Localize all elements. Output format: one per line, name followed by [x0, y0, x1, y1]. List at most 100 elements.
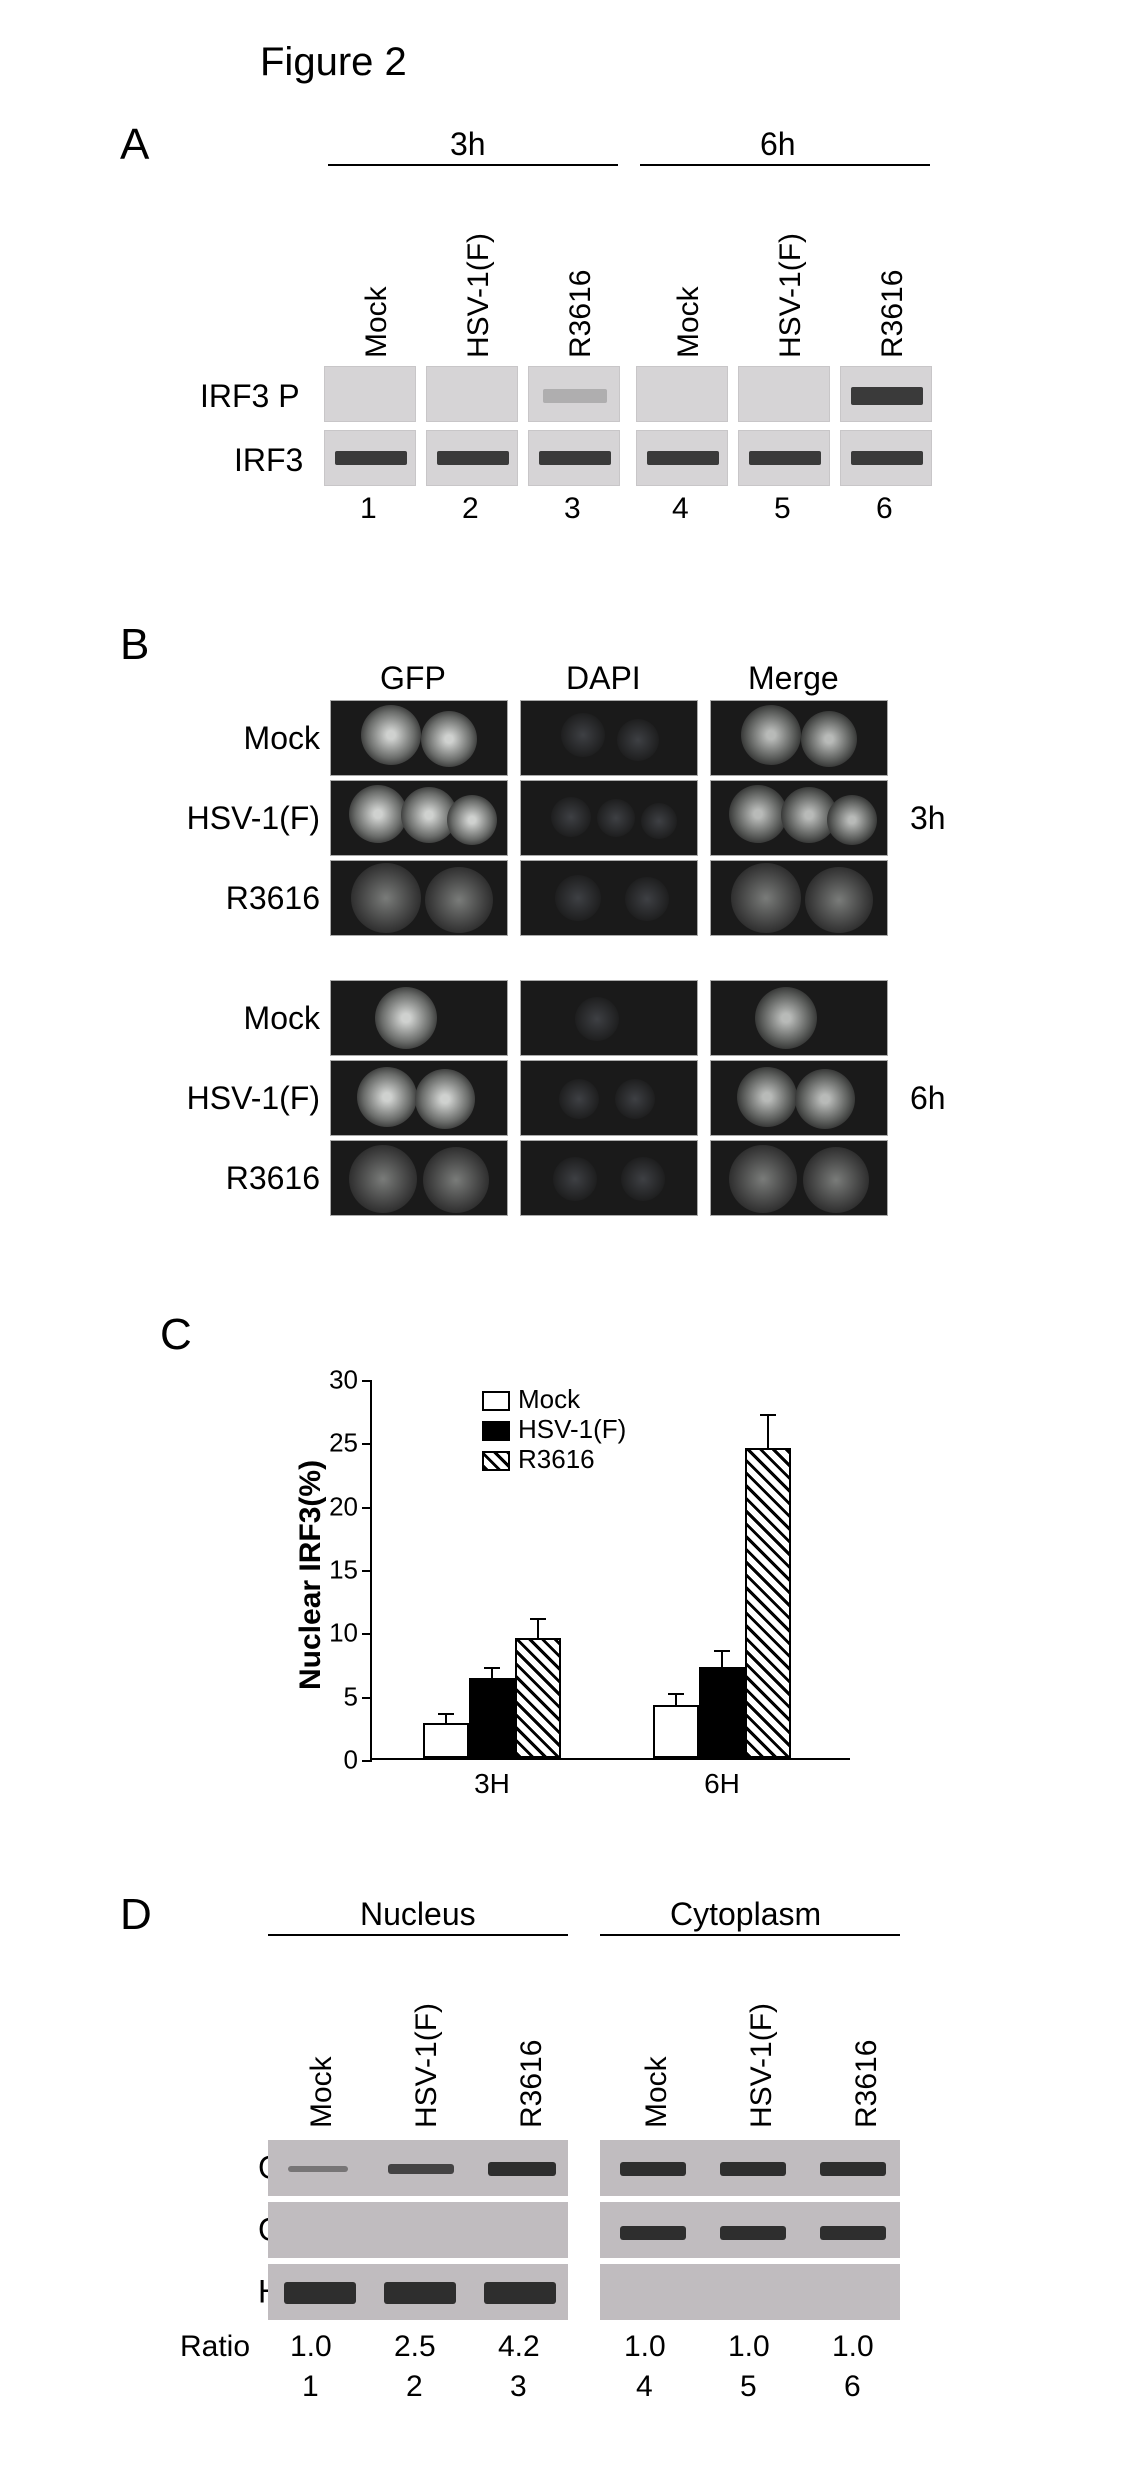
ratio-val: 1.0	[832, 2330, 874, 2364]
legend-text: Mock	[518, 1384, 580, 1414]
ratio-val: 4.2	[498, 2330, 540, 2364]
lane-label: Mock	[640, 2056, 674, 2128]
ratio-val: 2.5	[394, 2330, 436, 2364]
lane-label: Mock	[305, 2056, 339, 2128]
panel-letter-a: A	[120, 120, 149, 170]
error-bar	[537, 1620, 539, 1638]
panel-a: 3h 6h Mock HSV-1(F) R3616 Mock HSV-1(F) …	[200, 130, 940, 368]
row-label: R3616	[226, 1160, 330, 1197]
lane-label: HSV-1(F)	[462, 233, 496, 358]
group-underline	[268, 1934, 568, 1936]
error-cap	[530, 1618, 546, 1620]
micrograph-dapi	[520, 1060, 698, 1136]
row-label: HSV-1(F)	[187, 1080, 330, 1117]
y-tick-label: 0	[344, 1745, 372, 1776]
lane-label: R3616	[564, 270, 598, 358]
blot-row-irf3	[324, 430, 934, 486]
lane-number: 4	[672, 492, 689, 526]
micrograph-gfp	[330, 980, 508, 1056]
panel-a-group-underline	[640, 164, 930, 166]
lane-number: 2	[462, 492, 479, 526]
micrograph-gfp	[330, 1060, 508, 1136]
bar-mock	[423, 1723, 469, 1758]
lane-label: R3616	[850, 2040, 884, 2128]
lane-number: 4	[636, 2370, 653, 2404]
error-cap	[438, 1713, 454, 1715]
legend-item: HSV-1(F)	[482, 1414, 626, 1445]
bar-hsv	[699, 1667, 745, 1758]
blot-nucleus-grp78	[268, 2202, 568, 2258]
panel-letter-b: B	[120, 620, 149, 670]
micrograph-merge	[710, 780, 888, 856]
lane-number: 6	[844, 2370, 861, 2404]
error-cap	[714, 1650, 730, 1652]
bar-hsv	[469, 1678, 515, 1758]
error-cap	[484, 1667, 500, 1669]
ratio-val: 1.0	[290, 2330, 332, 2364]
legend-item: Mock	[482, 1384, 580, 1415]
lane-number: 5	[740, 2370, 757, 2404]
error-bar	[445, 1715, 447, 1723]
figure-title: Figure 2	[260, 40, 407, 85]
y-tick-label: 5	[344, 1681, 372, 1712]
blot-cyto-h3	[600, 2264, 900, 2320]
lane-number: 3	[510, 2370, 527, 2404]
row-label-irf3p: IRF3 P	[200, 378, 300, 415]
lane-label: R3616	[515, 2040, 549, 2128]
lane-label: HSV-1(F)	[410, 2003, 444, 2128]
y-tick-label: 25	[329, 1428, 372, 1459]
lane-number: 1	[302, 2370, 319, 2404]
legend-swatch	[482, 1421, 510, 1441]
error-bar	[491, 1669, 493, 1678]
bar-r3616	[745, 1448, 791, 1758]
error-cap	[668, 1693, 684, 1695]
row-label: Mock	[244, 1000, 330, 1037]
ratio-val: 1.0	[728, 2330, 770, 2364]
bar-r3616	[515, 1638, 561, 1758]
micrograph-gfp	[330, 860, 508, 936]
panel-a-group-underline	[328, 164, 618, 166]
time-label-3h: 3h	[910, 800, 946, 837]
lane-number: 6	[876, 492, 893, 526]
row-label-irf3: IRF3	[234, 442, 303, 479]
ratio-label: Ratio	[180, 2330, 250, 2364]
micrograph-merge	[710, 860, 888, 936]
x-tick-label: 6H	[704, 1758, 740, 1800]
micrograph-dapi	[520, 860, 698, 936]
legend-text: R3616	[518, 1444, 595, 1474]
ratio-val: 1.0	[624, 2330, 666, 2364]
micrograph-dapi	[520, 700, 698, 776]
micrograph-gfp	[330, 700, 508, 776]
lane-label: Mock	[672, 286, 706, 358]
time-label-6h: 6h	[910, 1080, 946, 1117]
legend-swatch	[482, 1391, 510, 1411]
legend-swatch	[482, 1451, 510, 1471]
col-head-merge: Merge	[748, 660, 839, 697]
y-axis-label: Nuclear IRF3(%)	[294, 1460, 328, 1690]
micrograph-gfp	[330, 1140, 508, 1216]
lane-label: R3616	[876, 270, 910, 358]
group-underline	[600, 1934, 900, 1936]
blot-cyto-gfpirf3	[600, 2140, 900, 2196]
panel-d: Nucleus Cytoplasm Mock HSV-1(F) R3616 Mo…	[150, 1900, 990, 2138]
micrograph-gfp	[330, 780, 508, 856]
panel-c-chart: Nuclear IRF3(%) 051015202530MockHSV-1(F)…	[280, 1360, 880, 1820]
blot-row-irf3p	[324, 366, 934, 422]
micrograph-dapi	[520, 780, 698, 856]
y-tick-label: 15	[329, 1555, 372, 1586]
lane-label: Mock	[360, 286, 394, 358]
micrograph-merge	[710, 700, 888, 776]
lane-number: 2	[406, 2370, 423, 2404]
blot-cyto-grp78	[600, 2202, 900, 2258]
micrograph-merge	[710, 980, 888, 1056]
y-tick-label: 20	[329, 1491, 372, 1522]
panel-letter-c: C	[160, 1310, 192, 1360]
lane-label: HSV-1(F)	[745, 2003, 779, 2128]
panel-letter-d: D	[120, 1890, 152, 1940]
row-label: R3616	[226, 880, 330, 917]
y-tick-label: 30	[329, 1365, 372, 1396]
lane-label: HSV-1(F)	[774, 233, 808, 358]
micrograph-dapi	[520, 1140, 698, 1216]
micrograph-dapi	[520, 980, 698, 1056]
error-bar	[675, 1695, 677, 1705]
